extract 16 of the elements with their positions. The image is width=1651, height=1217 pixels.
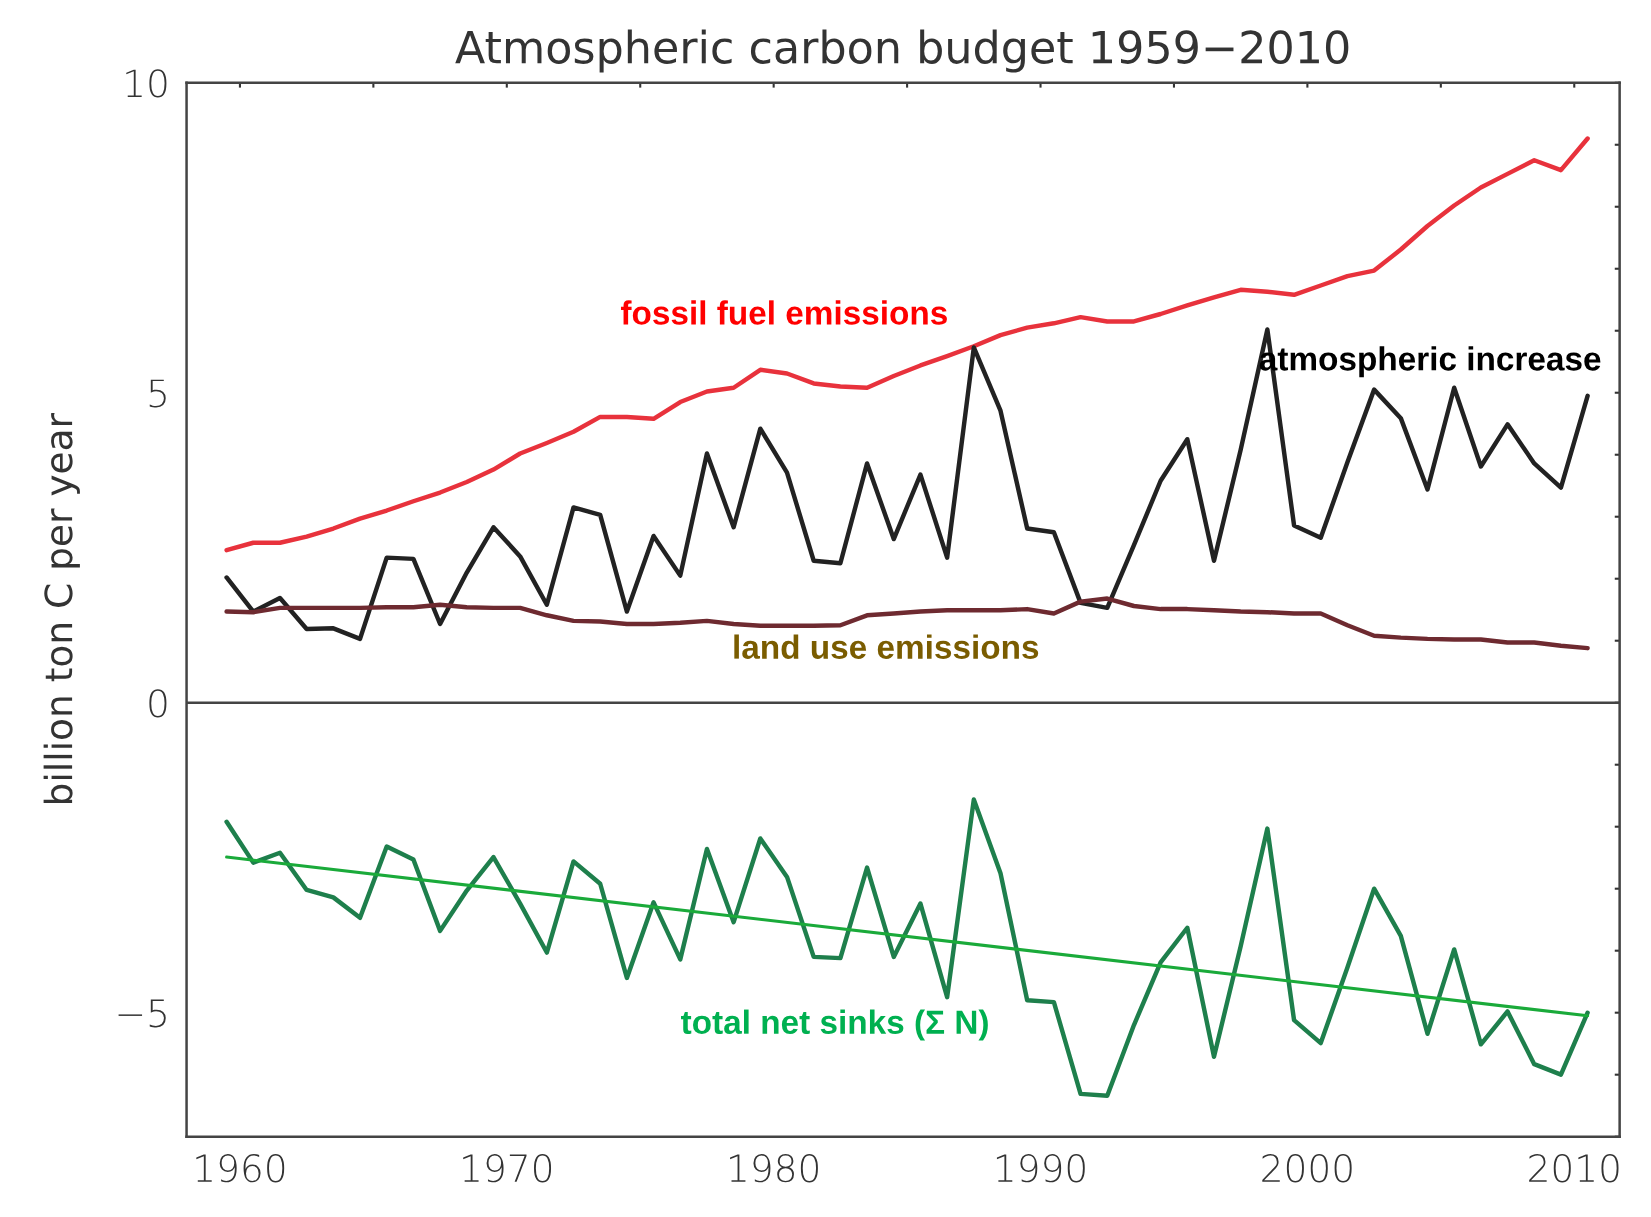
y-tick-label: 5 [149,379,166,408]
chart-title: Atmospheric carbon budget 1959−2010 [455,29,1349,73]
y-tick-label: 0 [149,689,167,718]
series-label: total net sinks (Σ N) [681,1009,988,1041]
x-tick-label: 1960 [196,1154,285,1183]
y-tick-label: −5 [118,999,166,1028]
line-series [224,797,1590,1098]
x-tick-label: 1980 [730,1154,818,1183]
x-tick-label: 2000 [1262,1154,1352,1183]
x-tick-label: 1990 [996,1154,1085,1183]
y-tick-label: 10 [126,69,167,98]
x-tick-label: 1970 [463,1154,552,1183]
x-tick-label: 2010 [1529,1154,1619,1183]
series-label: land use emissions [734,634,1039,659]
series-label: fossil fuel emissions [620,300,947,325]
y-axis-title: billion ton C per year [43,413,80,804]
